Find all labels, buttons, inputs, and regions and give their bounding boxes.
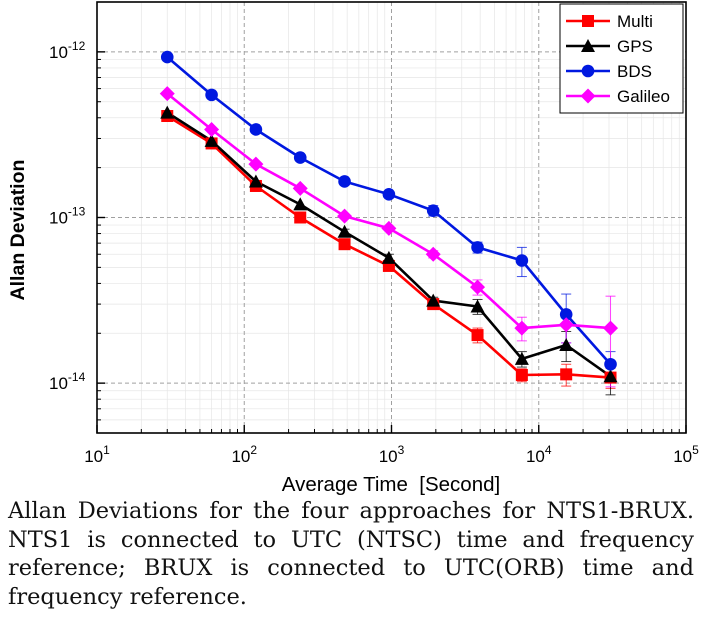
- multi-point: [294, 211, 307, 224]
- x-tick-label: 101: [84, 443, 110, 466]
- bds-point: [515, 254, 529, 267]
- gps-point: [603, 369, 618, 383]
- y-tick-label: 10-13: [49, 205, 86, 228]
- galileo-point: [381, 220, 397, 236]
- galileo-point: [159, 86, 175, 102]
- x-axis-label: Average Time [Second]: [282, 473, 500, 495]
- bds-point: [426, 204, 440, 217]
- y-tick-label: 10-14: [49, 370, 86, 393]
- allan-deviation-chart: 101 102 103 104 105 10-14 10-13 10-12 Average T…: [7, 1, 700, 495]
- legend: Multi GPS BDS Galileo: [559, 3, 684, 114]
- galileo-point: [470, 279, 486, 295]
- bds-point: [382, 188, 396, 201]
- bds-point: [205, 88, 218, 102]
- gps-point: [426, 293, 441, 307]
- data-series: [159, 50, 619, 384]
- gps-point: [160, 105, 175, 119]
- bds-point: [249, 123, 263, 136]
- galileo-point: [248, 156, 264, 172]
- galileo-point: [337, 208, 353, 224]
- axis-ticks: [96, 51, 687, 434]
- x-tick-label: 102: [231, 443, 257, 466]
- galileo-point: [292, 180, 308, 196]
- gps-point: [559, 337, 574, 351]
- y-tick-label: 10-12: [49, 39, 86, 62]
- bds-point: [293, 151, 307, 164]
- galileo-point: [558, 317, 574, 333]
- legend-marker-galileo: [580, 88, 596, 104]
- gps-point: [293, 197, 308, 211]
- bds-point: [160, 50, 174, 64]
- multi-point: [338, 238, 351, 251]
- tick-labels: 101 102 103 104 105 10-14 10-13 10-12: [49, 39, 699, 466]
- legend-label-multi: Multi: [617, 12, 653, 31]
- figure-caption: Allan Deviations for the four approaches…: [8, 498, 694, 610]
- gps-point: [514, 351, 529, 365]
- multi-point: [471, 329, 484, 342]
- bds-point: [559, 308, 573, 321]
- legend-label-galileo: Galileo: [617, 87, 670, 106]
- x-tick-label: 104: [526, 443, 552, 466]
- legend-marker-bds: [581, 64, 595, 78]
- galileo-point: [204, 121, 220, 137]
- gps-point: [337, 224, 352, 238]
- galileo-point: [425, 246, 441, 262]
- legend-marker-gps: [581, 39, 595, 52]
- gps-point: [204, 133, 219, 147]
- legend-label-gps: GPS: [617, 37, 653, 56]
- y-axis-label: Allan Deviation: [7, 160, 29, 301]
- x-tick-label: 103: [379, 443, 405, 466]
- bds-point: [338, 175, 351, 188]
- bds-point: [604, 357, 617, 371]
- galileo-point: [603, 320, 619, 336]
- bds-point: [471, 241, 484, 254]
- gps-point: [470, 299, 485, 313]
- gps-point: [381, 250, 396, 264]
- multi-point: [560, 368, 573, 381]
- legend-marker-multi: [582, 15, 594, 27]
- multi-point: [515, 368, 528, 381]
- gps-point: [248, 174, 263, 188]
- galileo-point: [514, 320, 530, 336]
- legend-label-bds: BDS: [617, 62, 652, 81]
- x-tick-label: 105: [673, 443, 699, 466]
